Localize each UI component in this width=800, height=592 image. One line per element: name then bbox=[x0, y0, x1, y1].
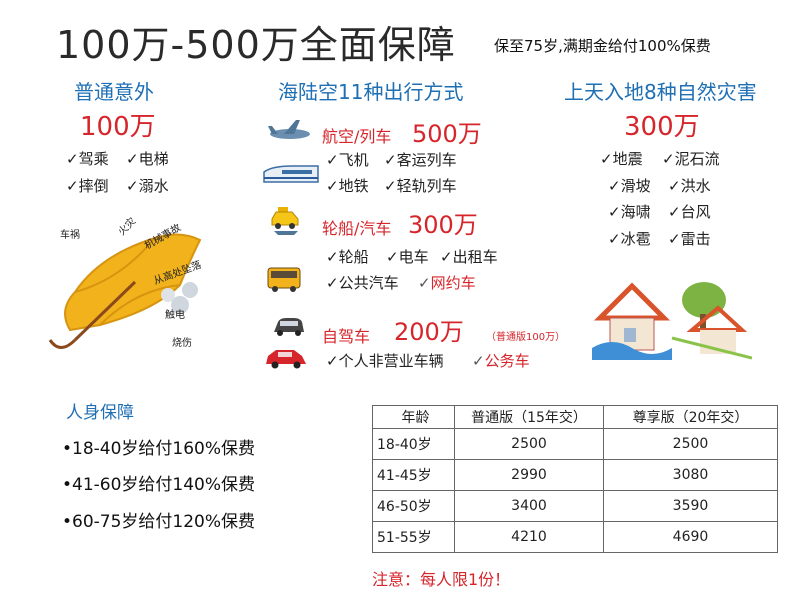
travel-group-amount: 200万 bbox=[394, 318, 464, 346]
travel-item: ✓轻轨列车 bbox=[384, 177, 457, 195]
travel-item: ✓网约车 bbox=[418, 274, 476, 292]
table-header-row: 年龄 普通版（15年交） 尊享版（20年交） bbox=[372, 405, 778, 429]
disaster-item: ✓海啸 bbox=[608, 203, 651, 221]
table-cell: 2990 bbox=[454, 459, 604, 491]
disaster-amount: 300万 bbox=[624, 112, 700, 142]
accident-heading: 普通意外 bbox=[74, 80, 154, 104]
table-cell: 3590 bbox=[603, 490, 778, 522]
table-row: 46-50岁 3400 3590 bbox=[372, 490, 778, 522]
page-subtitle: 保至75岁,满期金给付100%保费 bbox=[494, 37, 711, 55]
table-header: 普通版（15年交） bbox=[454, 405, 604, 429]
table-cell: 41-45岁 bbox=[372, 459, 455, 491]
table-row: 51-55岁 4210 4690 bbox=[372, 521, 778, 553]
travel-item: ✓公共汽车 bbox=[326, 274, 399, 292]
disaster-item: ✓泥石流 bbox=[662, 150, 720, 168]
table-cell: 3080 bbox=[603, 459, 778, 491]
accident-item: ✓电梯 bbox=[126, 150, 169, 168]
table-cell: 2500 bbox=[603, 428, 778, 460]
table-cell: 4690 bbox=[603, 521, 778, 553]
disaster-item: ✓洪水 bbox=[668, 177, 711, 195]
personal-rule: •41-60岁给付140%保费 bbox=[62, 475, 256, 495]
car-icon bbox=[274, 318, 304, 336]
table-header: 尊享版（20年交） bbox=[603, 405, 778, 429]
table-cell: 51-55岁 bbox=[372, 521, 455, 553]
travel-item: ✓飞机 bbox=[326, 151, 369, 169]
table-cell: 3400 bbox=[454, 490, 604, 522]
page-title: 100万-500万全面保障 bbox=[56, 23, 456, 67]
bus-icon bbox=[267, 267, 301, 292]
travel-group-amount: 500万 bbox=[412, 120, 482, 148]
disaster-item: ✓滑坡 bbox=[608, 177, 651, 195]
table-cell: 46-50岁 bbox=[372, 490, 455, 522]
travel-group-amount: 300万 bbox=[408, 211, 478, 239]
table-cell: 18-40岁 bbox=[372, 428, 455, 460]
accident-amount: 100万 bbox=[80, 112, 156, 142]
footnote: 注意：每人限1份！ bbox=[372, 570, 511, 589]
travel-item: ✓客运列车 bbox=[384, 151, 457, 169]
disaster-heading: 上天入地8种自然灾害 bbox=[564, 80, 757, 104]
personal-heading: 人身保障 bbox=[66, 403, 134, 423]
table-cell: 4210 bbox=[454, 521, 604, 553]
travel-group-note: （普通版100万） bbox=[486, 332, 566, 343]
disaster-item: ✓地震 bbox=[600, 150, 643, 168]
accident-item: ✓摔倒 bbox=[66, 177, 109, 195]
travel-group-label: 自驾车 bbox=[322, 327, 371, 346]
umbrella-label: 烧伤 bbox=[172, 338, 192, 349]
table-row: 41-45岁 2990 3080 bbox=[372, 459, 778, 491]
accident-item: ✓驾乘 bbox=[66, 150, 109, 168]
travel-item: ✓地铁 bbox=[326, 177, 369, 195]
travel-item: ✓公务车 bbox=[472, 352, 530, 370]
travel-item: ✓个人非营业车辆 bbox=[326, 352, 444, 370]
table-cell: 2500 bbox=[454, 428, 604, 460]
travel-group-label: 航空/列车 bbox=[322, 127, 392, 146]
disaster-item: ✓雷击 bbox=[668, 230, 711, 248]
umbrella-icon bbox=[48, 233, 202, 349]
premium-table: 年龄 普通版（15年交） 尊享版（20年交） 18-40岁 2500 2500 … bbox=[372, 405, 778, 553]
travel-item: ✓轮船 bbox=[326, 248, 369, 266]
airplane-icon bbox=[268, 120, 310, 139]
disaster-item: ✓冰雹 bbox=[608, 230, 651, 248]
travel-group-label: 轮船/汽车 bbox=[322, 219, 392, 238]
umbrella-label: 车祸 bbox=[60, 230, 80, 241]
disaster-houses-icon bbox=[592, 282, 752, 360]
travel-heading: 海陆空11种出行方式 bbox=[278, 80, 464, 104]
red-car-icon bbox=[266, 350, 306, 369]
personal-rule: •18-40岁给付160%保费 bbox=[62, 439, 256, 459]
taxi-ship-icon bbox=[271, 207, 299, 235]
travel-item: ✓出租车 bbox=[440, 248, 498, 266]
accident-item: ✓溺水 bbox=[126, 177, 169, 195]
travel-item: ✓电车 bbox=[386, 248, 429, 266]
disaster-item: ✓台风 bbox=[668, 203, 711, 221]
umbrella-label: 触电 bbox=[165, 310, 185, 321]
train-icon bbox=[263, 165, 319, 183]
table-row: 18-40岁 2500 2500 bbox=[372, 428, 778, 460]
personal-rule: •60-75岁给付120%保费 bbox=[62, 512, 256, 532]
table-header: 年龄 bbox=[372, 405, 455, 429]
